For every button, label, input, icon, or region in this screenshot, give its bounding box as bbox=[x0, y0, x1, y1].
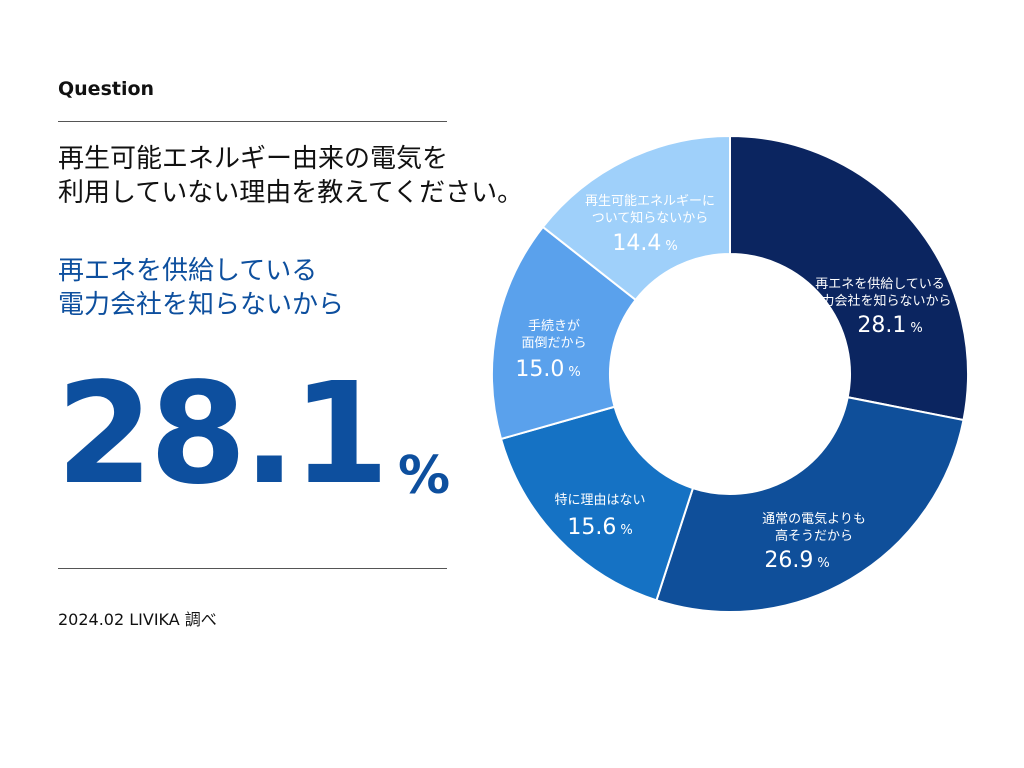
slice-value-1: 28.1% bbox=[857, 313, 922, 338]
slice-label-1-line-2: 電力会社を知らないから bbox=[808, 293, 951, 309]
slice-label-2-line-2: 高そうだから bbox=[775, 528, 853, 544]
big-percentage-value: 28.1 bbox=[56, 353, 389, 516]
slice-value-3: 15.6% bbox=[567, 515, 632, 540]
bottom-divider bbox=[58, 568, 447, 569]
donut-slice-3 bbox=[499, 405, 695, 602]
question-label: Question bbox=[58, 78, 155, 100]
top-divider bbox=[58, 121, 447, 122]
slice-label-group-3: 特に理由はない 15.6% bbox=[554, 493, 645, 540]
slice-label-3-line-1: 特に理由はない bbox=[554, 493, 645, 508]
donut-slice-4 bbox=[491, 225, 638, 441]
slice-label-4-line-2: 面倒だから bbox=[521, 336, 586, 351]
slice-label-4-line-1: 手続きが bbox=[528, 319, 580, 334]
answer-text: 再エネを供給している 電力会社を知らないから bbox=[58, 254, 478, 322]
question-line-1: 再生可能エネルギー由来の電気を bbox=[58, 144, 449, 174]
slice-value-2: 26.9% bbox=[764, 548, 829, 573]
source-note: 2024.02 LIVIKA 調べ bbox=[58, 610, 217, 629]
question-line-2: 利用していない理由を教えてください。 bbox=[58, 178, 524, 208]
answer-line-2: 電力会社を知らないから bbox=[58, 290, 345, 320]
answer-line-1: 再エネを供給している bbox=[58, 256, 318, 286]
question-text: 再生可能エネルギー由来の電気を 利用していない理由を教えてください。 bbox=[58, 142, 578, 210]
donut-slice-2 bbox=[655, 396, 965, 613]
slice-label-2-line-1: 通常の電気よりも bbox=[762, 511, 866, 527]
donut-slice-5 bbox=[541, 134, 731, 302]
slice-value-4: 15.0% bbox=[515, 357, 580, 382]
slice-value-5: 14.4% bbox=[612, 231, 677, 256]
slice-label-5-line-2: ついて知らないから bbox=[592, 210, 709, 226]
donut-slice-1 bbox=[729, 134, 969, 422]
big-percentage-unit: % bbox=[398, 446, 451, 506]
slice-label-5-line-1: 再生可能エネルギーに bbox=[585, 194, 715, 209]
slice-label-1-line-1: 再エネを供給している bbox=[815, 277, 945, 292]
